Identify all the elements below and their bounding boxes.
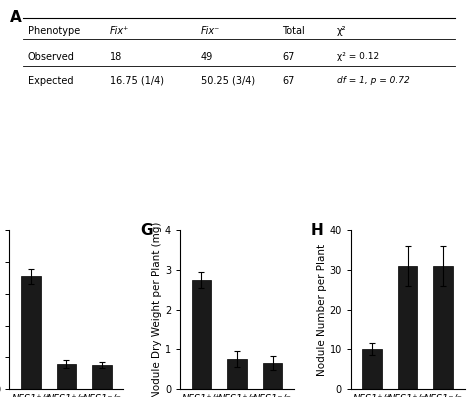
Text: 18: 18	[109, 52, 122, 62]
Text: Observed: Observed	[27, 52, 74, 62]
Bar	[227, 359, 247, 389]
Text: 49: 49	[201, 52, 213, 62]
Text: Phenotype: Phenotype	[27, 26, 80, 36]
Text: H: H	[311, 223, 324, 237]
Bar	[21, 276, 41, 389]
Bar	[398, 266, 418, 389]
Text: 16.75 (1/4): 16.75 (1/4)	[109, 76, 164, 86]
Bar	[92, 365, 112, 389]
Text: Fix⁻: Fix⁻	[201, 26, 220, 36]
Text: A: A	[9, 10, 21, 25]
Y-axis label: Nodule Dry Weight per Plant (mg): Nodule Dry Weight per Plant (mg)	[152, 222, 162, 397]
Text: Fix⁺: Fix⁺	[109, 26, 129, 36]
Bar	[56, 364, 76, 389]
Bar	[191, 280, 211, 389]
Text: χ² = 0.12: χ² = 0.12	[337, 52, 379, 61]
Text: G: G	[140, 223, 153, 237]
Text: E: E	[358, 99, 369, 114]
Bar	[263, 363, 283, 389]
Bar	[433, 266, 453, 389]
Text: Expected: Expected	[27, 76, 73, 86]
Text: df = 1, p = 0.72: df = 1, p = 0.72	[337, 77, 410, 85]
Text: 67: 67	[283, 52, 295, 62]
Text: 50.25 (3/4): 50.25 (3/4)	[201, 76, 255, 86]
Text: B: B	[14, 99, 26, 114]
Y-axis label: Nodule Number per Plant: Nodule Number per Plant	[317, 244, 327, 376]
Text: C: C	[129, 99, 140, 114]
Text: Total: Total	[283, 26, 305, 36]
Text: D: D	[244, 99, 256, 114]
Bar	[362, 349, 382, 389]
Text: χ²: χ²	[337, 26, 346, 36]
Text: 67: 67	[283, 76, 295, 86]
